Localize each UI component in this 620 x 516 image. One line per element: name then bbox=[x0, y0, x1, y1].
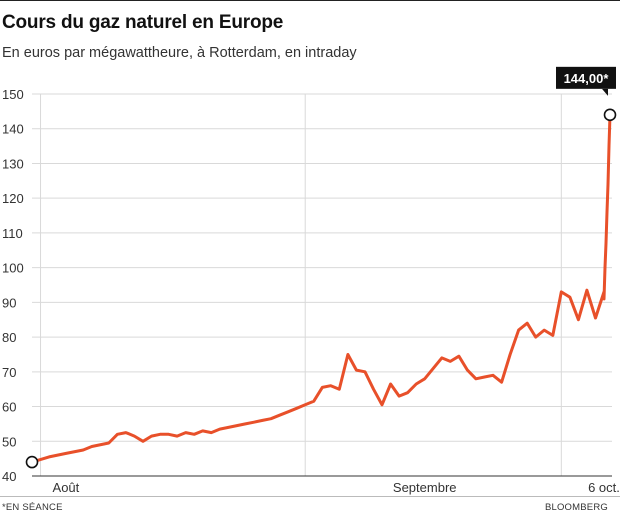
y-tick-label: 130 bbox=[2, 156, 24, 171]
source-credit: BLOOMBERG bbox=[544, 502, 608, 513]
x-tick-label: Septembre bbox=[393, 480, 457, 495]
x-tick-label: Août bbox=[53, 480, 80, 495]
end-marker bbox=[603, 108, 617, 122]
x-tick-label: 6 oct. bbox=[588, 480, 620, 495]
y-tick-label: 50 bbox=[2, 434, 16, 449]
top-rule bbox=[0, 0, 620, 1]
y-tick-label: 140 bbox=[2, 122, 24, 137]
footer-divider bbox=[0, 496, 620, 497]
footnote: *EN SÉANCE bbox=[2, 502, 63, 513]
y-tick-label: 70 bbox=[2, 365, 16, 380]
y-tick-label: 150 bbox=[2, 87, 24, 102]
y-tick-label: 40 bbox=[2, 469, 16, 484]
y-tick-label: 80 bbox=[2, 330, 16, 345]
chart-subtitle: En euros par mégawattheure, à Rotterdam,… bbox=[2, 45, 357, 61]
value-callout bbox=[556, 66, 616, 89]
chart-title: Cours du gaz naturel en Europe bbox=[2, 12, 284, 33]
start-marker bbox=[25, 455, 39, 469]
y-tick-label: 100 bbox=[2, 261, 24, 276]
y-tick-label: 90 bbox=[2, 295, 16, 310]
y-tick-label: 110 bbox=[2, 226, 23, 241]
y-tick-label: 60 bbox=[2, 400, 16, 415]
y-tick-label: 120 bbox=[2, 191, 24, 206]
value-callout-pointer bbox=[602, 88, 608, 96]
line-chart: 40 50 60 70 80 90 100 110 120 130 140 150 Août Septem… bbox=[2, 66, 620, 495]
value-callout-label: 144,00* bbox=[564, 71, 610, 86]
series-line bbox=[30, 113, 612, 464]
